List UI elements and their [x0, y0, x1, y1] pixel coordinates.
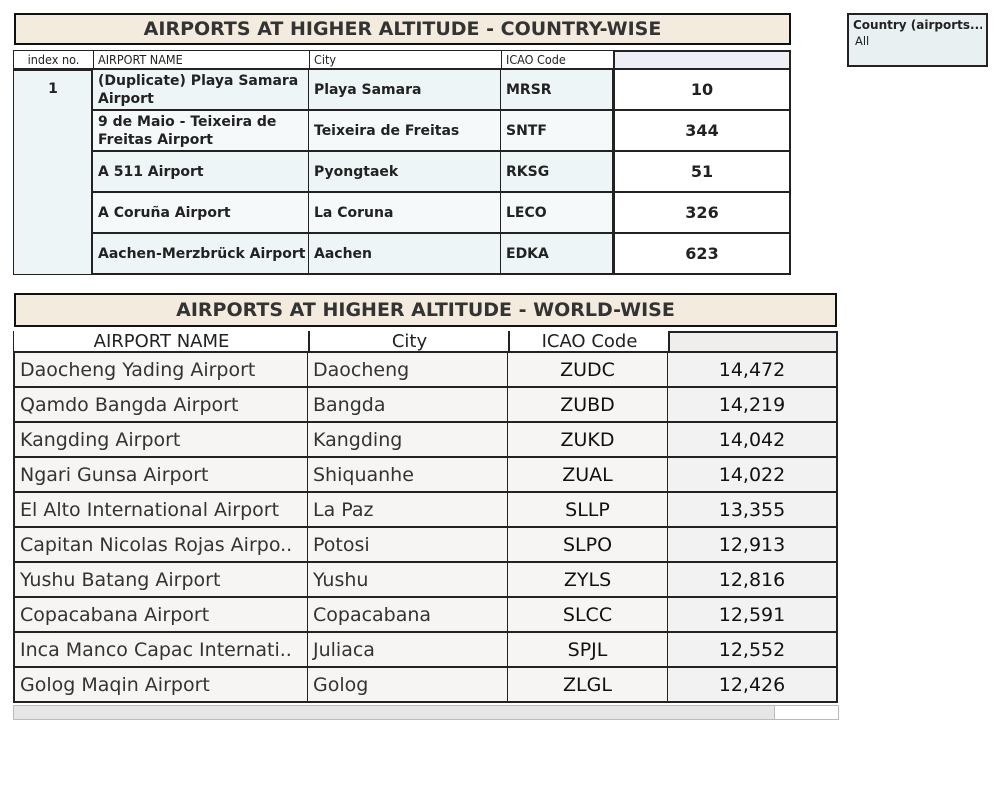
country-row-icao: LECO — [501, 193, 614, 234]
world-row-airport: Kangding Airport — [13, 423, 309, 458]
world-header-altitude[interactable] — [668, 331, 838, 353]
world-row-city: Shiquanhe — [308, 458, 509, 493]
world-row-city: La Paz — [308, 493, 509, 528]
world-row-value: 12,552 — [668, 633, 838, 668]
country-row-icao: MRSR — [501, 70, 614, 111]
world-row-icao: ZLGL — [508, 668, 669, 703]
header-icao[interactable]: ICAO Code — [501, 50, 614, 70]
world-row-icao: SLCC — [508, 598, 669, 633]
world-row-airport: Yushu Batang Airport — [13, 563, 309, 598]
country-row-value: 326 — [613, 193, 791, 234]
country-row-icao: RKSG — [501, 152, 614, 193]
world-row-city: Golog — [308, 668, 509, 703]
world-row-icao: SPJL — [508, 633, 669, 668]
world-row-value: 14,472 — [668, 353, 838, 388]
world-row-airport: Inca Manco Capac Internati.. — [13, 633, 309, 668]
country-row-city: Aachen — [309, 234, 502, 275]
world-row-icao: ZUKD — [508, 423, 669, 458]
horizontal-scrollbar[interactable] — [13, 705, 839, 720]
country-row-city: Teixeira de Freitas — [309, 111, 502, 152]
country-row-airport: A Coruña Airport — [93, 193, 310, 234]
world-table-title: AIRPORTS AT HIGHER ALTITUDE - WORLD-WISE — [14, 293, 837, 327]
country-row-airport: Aachen-Merzbrück Airport — [93, 234, 310, 275]
world-row-icao: ZYLS — [508, 563, 669, 598]
filter-value[interactable]: All — [855, 34, 870, 48]
world-row-value: 14,219 — [668, 388, 838, 423]
country-row-city: La Coruna — [309, 193, 502, 234]
header-index[interactable]: index no. — [13, 50, 94, 70]
world-row-city: Yushu — [308, 563, 509, 598]
country-row-value: 51 — [613, 152, 791, 193]
world-row-city: Juliaca — [308, 633, 509, 668]
world-row-airport: Daocheng Yading Airport — [13, 353, 309, 388]
world-row-city: Kangding — [308, 423, 509, 458]
country-row-value: 623 — [613, 234, 791, 275]
world-row-airport: Copacabana Airport — [13, 598, 309, 633]
header-city[interactable]: City — [309, 50, 502, 70]
world-row-airport: Qamdo Bangda Airport — [13, 388, 309, 423]
world-row-icao: ZUAL — [508, 458, 669, 493]
world-row-value: 12,591 — [668, 598, 838, 633]
header-altitude[interactable] — [613, 50, 791, 70]
world-row-value: 12,913 — [668, 528, 838, 563]
filter-title: Country (airports... — [853, 18, 982, 32]
world-row-city: Bangda — [308, 388, 509, 423]
country-table-title: AIRPORTS AT HIGHER ALTITUDE - COUNTRY-WI… — [14, 13, 791, 45]
country-row-airport: (Duplicate) Playa Samara Airport — [93, 70, 310, 111]
world-row-airport: Capitan Nicolas Rojas Airpo.. — [13, 528, 309, 563]
index-value: 1 — [48, 81, 58, 97]
world-row-city: Copacabana — [308, 598, 509, 633]
country-row-icao: SNTF — [501, 111, 614, 152]
world-row-value: 14,022 — [668, 458, 838, 493]
country-row-icao: EDKA — [501, 234, 614, 275]
world-row-value: 14,042 — [668, 423, 838, 458]
country-row-city: Pyongtaek — [309, 152, 502, 193]
world-row-value: 12,816 — [668, 563, 838, 598]
world-header-airport-name[interactable]: AIRPORT NAME — [13, 331, 309, 353]
world-header-city[interactable]: City — [308, 331, 509, 353]
country-row-value: 10 — [613, 70, 791, 111]
world-row-icao: SLLP — [508, 493, 669, 528]
scrollbar-thumb[interactable] — [14, 706, 775, 719]
index-column — [13, 70, 93, 275]
country-row-city: Playa Samara — [309, 70, 502, 111]
world-header-icao[interactable]: ICAO Code — [508, 331, 669, 353]
country-row-airport: A 511 Airport — [93, 152, 310, 193]
world-row-airport: El Alto International Airport — [13, 493, 309, 528]
world-row-icao: ZUBD — [508, 388, 669, 423]
header-airport-name[interactable]: AIRPORT NAME — [93, 50, 310, 70]
country-row-value: 344 — [613, 111, 791, 152]
world-row-value: 12,426 — [668, 668, 838, 703]
world-row-value: 13,355 — [668, 493, 838, 528]
country-row-airport: 9 de Maio - Teixeira de Freitas Airport — [93, 111, 310, 152]
world-row-icao: ZUDC — [508, 353, 669, 388]
world-row-city: Daocheng — [308, 353, 509, 388]
world-row-airport: Ngari Gunsa Airport — [13, 458, 309, 493]
world-row-airport: Golog Maqin Airport — [13, 668, 309, 703]
world-row-city: Potosi — [308, 528, 509, 563]
country-filter[interactable]: Country (airports... All — [847, 13, 988, 67]
world-row-icao: SLPO — [508, 528, 669, 563]
